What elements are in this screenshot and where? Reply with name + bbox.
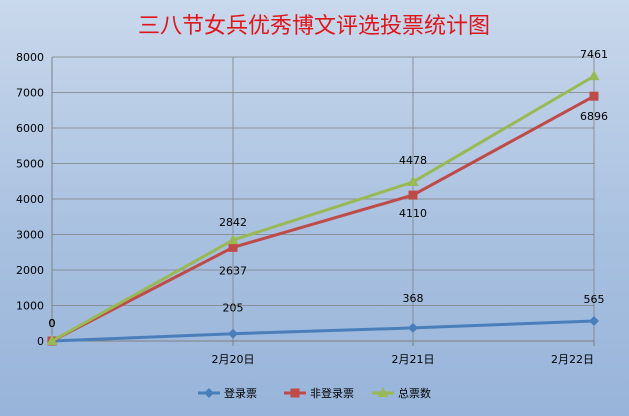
legend-item-2: 非登录票 xyxy=(284,386,354,400)
y-tick-label: 1000 xyxy=(16,300,44,313)
data-label: 0 xyxy=(49,317,56,330)
data-point-marker xyxy=(228,328,238,339)
legend: 登录票 非登录票 总票数 xyxy=(198,386,431,400)
series-line xyxy=(51,319,595,343)
x-tick-label: 2月21日 xyxy=(392,353,435,366)
data-label: 4110 xyxy=(399,207,427,220)
data-label: 565 xyxy=(584,293,605,306)
data-point-marker xyxy=(227,234,239,245)
y-tick-label: 8000 xyxy=(16,51,44,64)
y-tick-label: 5000 xyxy=(16,158,44,171)
series-2 xyxy=(47,91,599,346)
y-tick-label: 4000 xyxy=(16,193,44,206)
data-label: 0 xyxy=(49,317,56,330)
series-3 xyxy=(46,70,600,345)
data-label: 7461 xyxy=(580,48,608,61)
legend-label: 总票数 xyxy=(398,386,431,400)
x-tick-label: 2月20日 xyxy=(212,353,255,366)
data-label: 2842 xyxy=(219,216,247,229)
y-tick-label: 2000 xyxy=(16,264,44,277)
data-label: 0 xyxy=(49,317,56,330)
data-point-marker xyxy=(204,388,214,398)
data-label: 2637 xyxy=(219,264,247,277)
y-tick-label: 3000 xyxy=(16,229,44,242)
legend-label: 登录票 xyxy=(224,386,257,400)
data-label: 205 xyxy=(223,302,244,315)
axes: 0 1000 2000 3000 4000 5000 6000 7000 8000 2月20日 2月… xyxy=(16,51,595,366)
gridlines xyxy=(52,56,595,341)
y-tick-label: 6000 xyxy=(16,122,44,135)
data-point-marker xyxy=(228,242,238,252)
data-point-marker xyxy=(408,190,418,200)
data-point-marker xyxy=(589,91,599,101)
data-point-marker xyxy=(377,387,389,397)
chart-title: 三八节女兵优秀博文评选投票统计图 xyxy=(138,14,490,39)
data-point-marker xyxy=(46,335,58,345)
series-line xyxy=(51,74,595,343)
data-label: 4478 xyxy=(399,154,427,167)
data-point-marker xyxy=(408,322,418,333)
legend-item-3: 总票数 xyxy=(372,386,431,400)
legend-label: 非登录票 xyxy=(310,386,354,400)
data-label: 6896 xyxy=(580,110,608,123)
data-label: 368 xyxy=(403,292,424,305)
data-point-marker xyxy=(407,176,419,187)
data-point-marker xyxy=(290,388,300,398)
data-point-marker xyxy=(588,70,600,81)
y-tick-label: 7000 xyxy=(16,87,44,100)
series-line xyxy=(51,94,595,343)
series-lines xyxy=(46,70,600,346)
legend-item-1: 登录票 xyxy=(198,386,257,400)
data-point-marker xyxy=(589,315,599,326)
y-tick-label: 0 xyxy=(37,335,44,348)
x-tick-label: 2月22日 xyxy=(551,353,594,366)
